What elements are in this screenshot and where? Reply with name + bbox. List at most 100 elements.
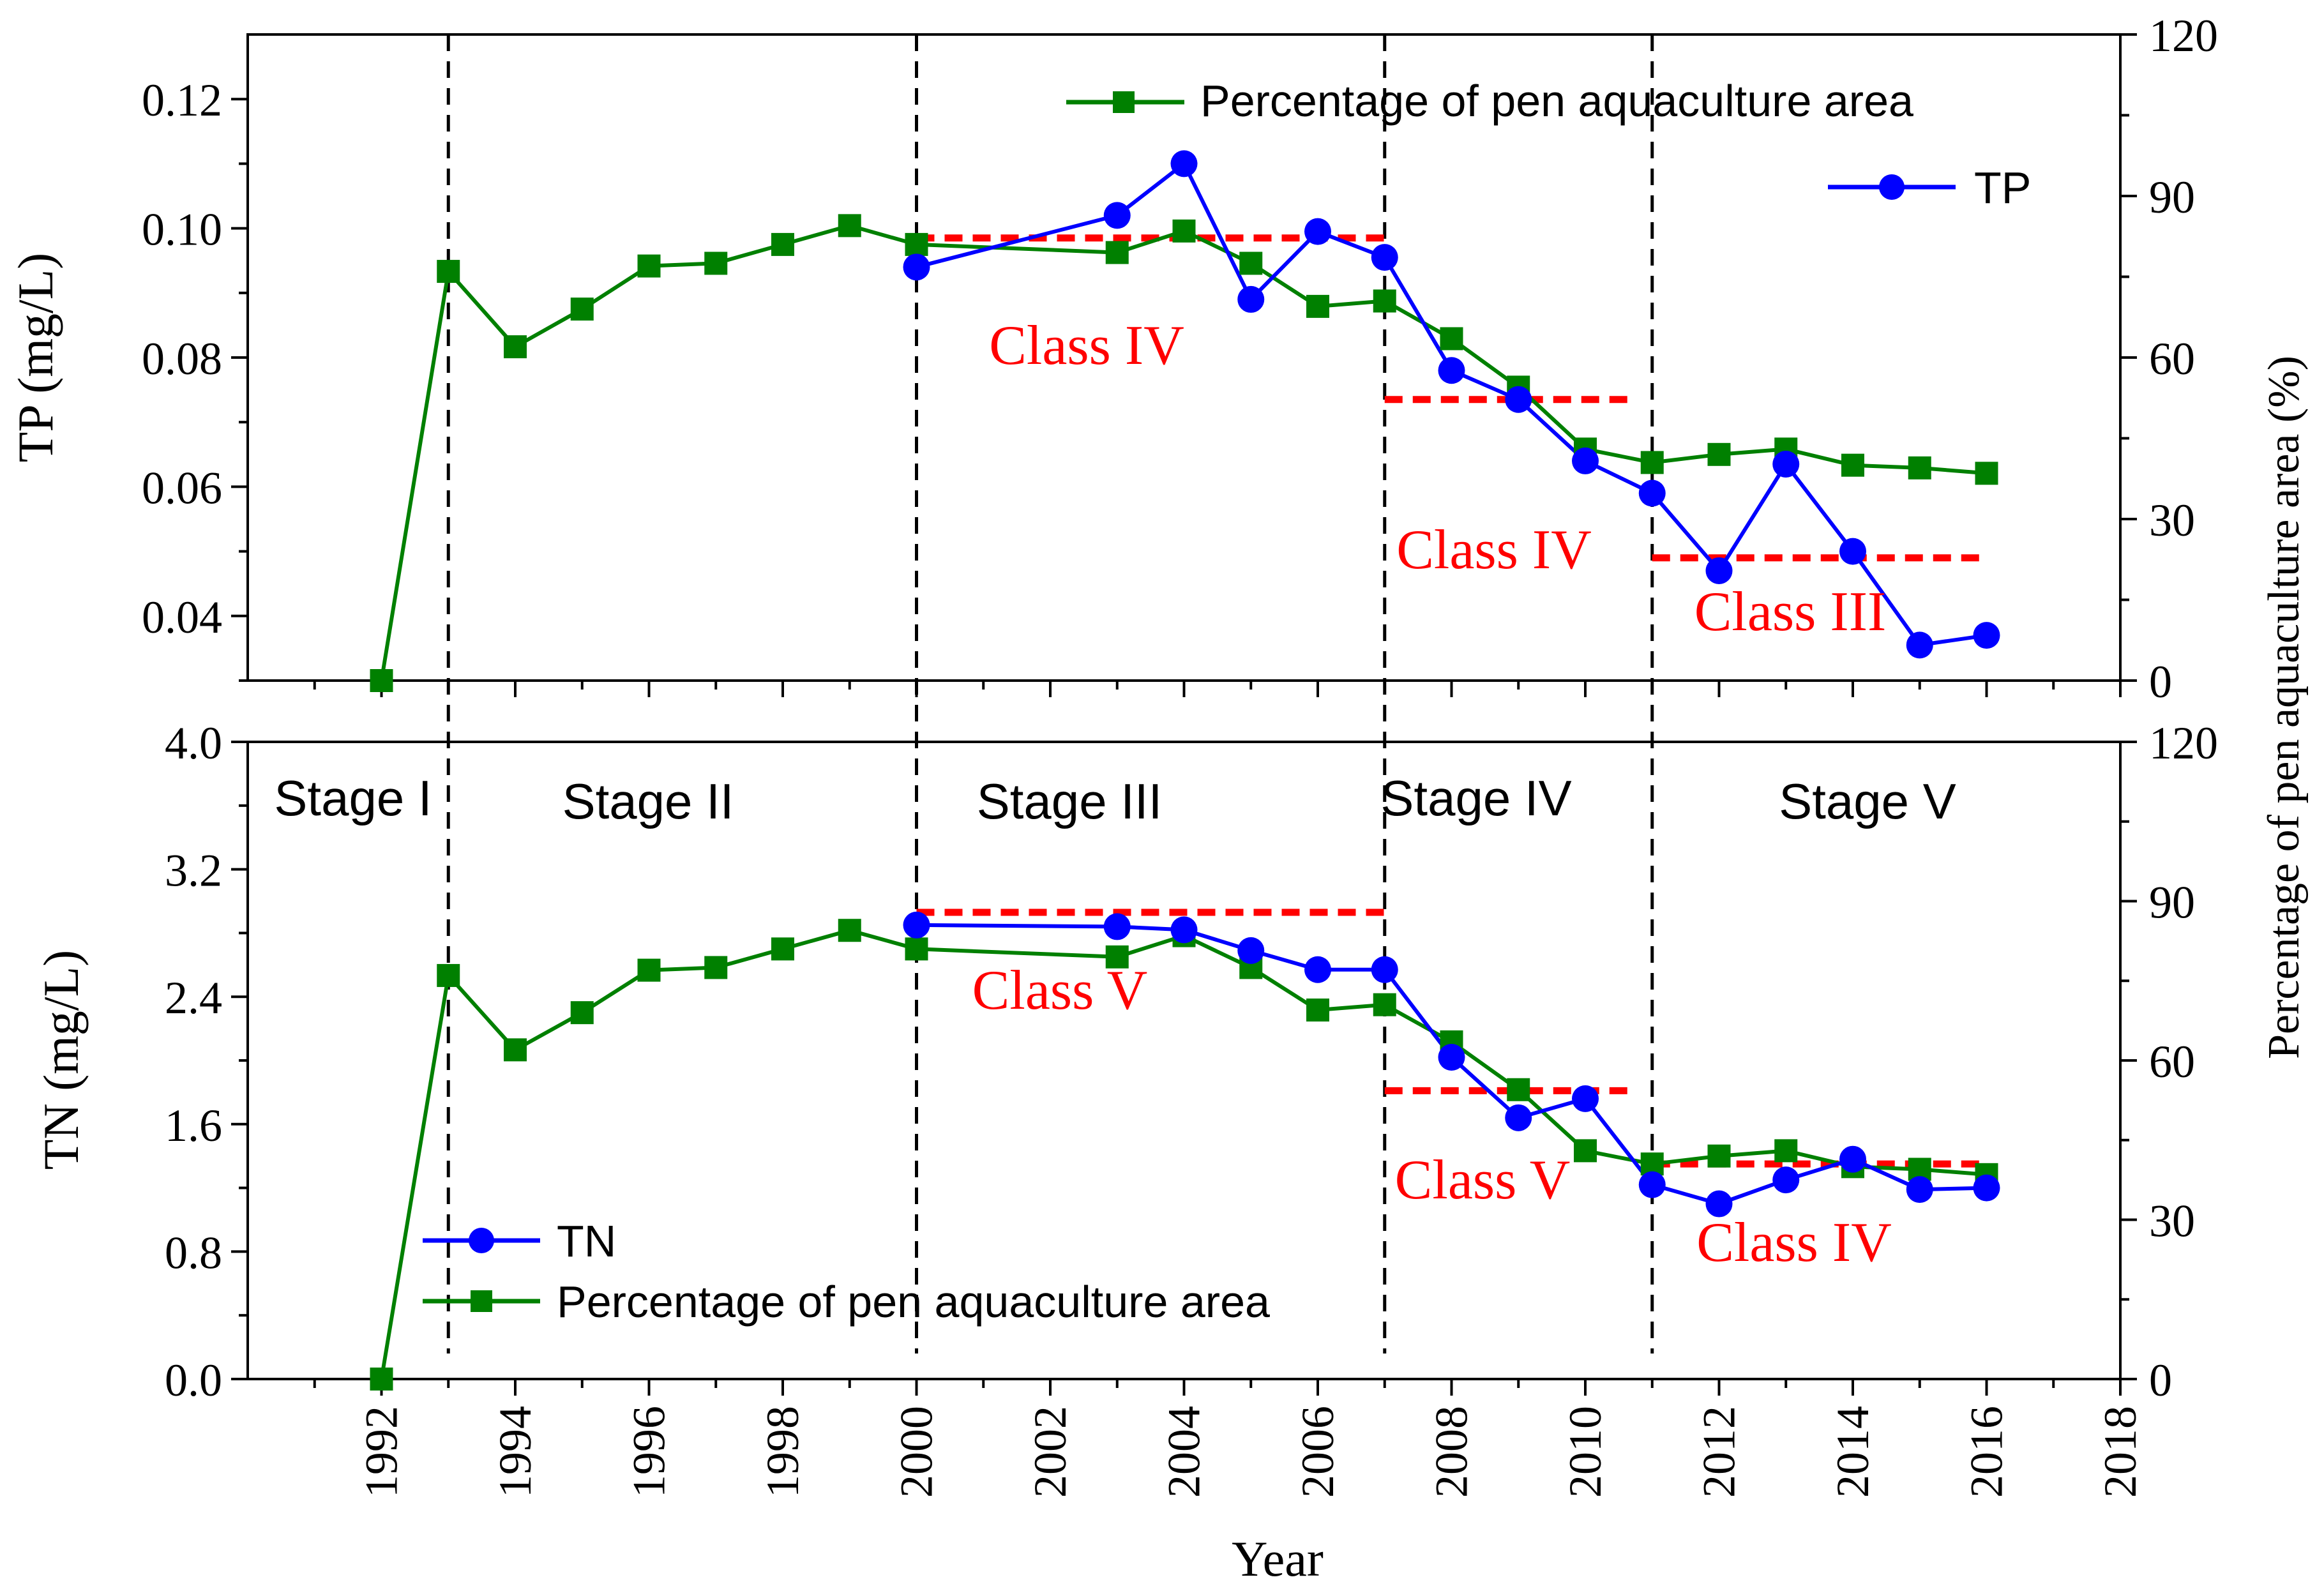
tn-y-tick-label: 3.2 bbox=[165, 845, 222, 896]
tp-point bbox=[1705, 557, 1733, 584]
stage-label-2: Stage II bbox=[562, 773, 734, 829]
tn-pen-area-point bbox=[1507, 1078, 1530, 1101]
tn-point bbox=[1237, 937, 1265, 964]
x-tick-label: 2008 bbox=[1426, 1406, 1477, 1498]
tp-point bbox=[1638, 479, 1666, 507]
tp-pen-area-point bbox=[1239, 252, 1263, 275]
tp-pen-area-point bbox=[1172, 219, 1196, 243]
tn-point bbox=[1906, 1176, 1933, 1203]
tn-class-label-3: Class IV bbox=[1696, 1212, 1892, 1274]
tn-y-tick-label: 1.6 bbox=[165, 1100, 222, 1151]
tp-point bbox=[1170, 150, 1198, 177]
tp-pen-area-point bbox=[1440, 327, 1463, 351]
tp-point bbox=[1973, 622, 2000, 649]
tp-y-tick-label: 0.04 bbox=[142, 592, 222, 643]
right-y-axis-title: Percentage of pen aquaculture area (%) bbox=[2260, 356, 2309, 1059]
tp-pen-area-point bbox=[704, 252, 728, 275]
stage-label-5: Stage V bbox=[1779, 773, 1956, 829]
tp-y2-tick-label: 60 bbox=[2149, 333, 2195, 384]
x-tick-label: 1992 bbox=[356, 1406, 407, 1498]
tp-point bbox=[1572, 447, 1599, 474]
tn-y-axis-title: TN (mg/L) bbox=[33, 950, 89, 1170]
tp-pen-area-point bbox=[1975, 462, 1998, 485]
x-tick-label: 2010 bbox=[1560, 1406, 1611, 1498]
tn-pen-area-point bbox=[704, 956, 728, 979]
stage-label-3: Stage III bbox=[977, 773, 1163, 829]
tp-y-tick-label: 0.12 bbox=[142, 75, 222, 126]
tn-point bbox=[1839, 1145, 1866, 1173]
tp-pen-area-point bbox=[370, 669, 393, 692]
tp-point bbox=[1906, 631, 1933, 659]
tp-legend-tp-label: TP bbox=[1974, 163, 2031, 213]
tp-pen-area-point bbox=[637, 254, 661, 278]
x-tick-label: 2014 bbox=[1827, 1406, 1878, 1498]
tn-point bbox=[1170, 916, 1198, 944]
tn-pen-area-point bbox=[437, 963, 460, 987]
x-tick-label: 1994 bbox=[490, 1406, 541, 1498]
tp-class-label-2: Class IV bbox=[1396, 519, 1592, 581]
tn-y2-tick-label: 120 bbox=[2149, 718, 2218, 769]
tp-pen-area-point bbox=[1306, 294, 1329, 318]
tp-point bbox=[1371, 244, 1398, 271]
tp-point bbox=[1237, 285, 1265, 313]
tp-point bbox=[1772, 450, 1800, 478]
tp-point bbox=[903, 253, 930, 281]
tp-pen-area-point bbox=[1640, 451, 1664, 474]
tn-y2-tick-label: 30 bbox=[2149, 1196, 2195, 1247]
tn-y-tick-label: 0.8 bbox=[165, 1227, 222, 1278]
tp-y-tick-label: 0.08 bbox=[142, 333, 222, 384]
tp-pen-area-point bbox=[1105, 241, 1129, 264]
tp-y2-tick-label: 0 bbox=[2149, 656, 2172, 707]
tn-pen-area-point bbox=[1306, 998, 1329, 1022]
stage-label-1: Stage I bbox=[274, 770, 432, 826]
x-axis-title: Year bbox=[1232, 1531, 1324, 1587]
tn-pen-area-point bbox=[838, 919, 861, 942]
tp-pen-area-point bbox=[1707, 442, 1731, 466]
tn-pen-area-point bbox=[1373, 993, 1396, 1016]
tp-pen-area-point bbox=[771, 232, 794, 256]
tn-y-tick-label: 4.0 bbox=[165, 718, 222, 769]
tp-pen-area-point bbox=[1841, 453, 1864, 477]
tn-class-label-2: Class V bbox=[1395, 1149, 1571, 1211]
x-tick-label: 2004 bbox=[1159, 1406, 1210, 1498]
tn-pen-area-point bbox=[1105, 945, 1129, 969]
tn-point bbox=[1705, 1190, 1733, 1218]
tn-pen-area-point bbox=[905, 937, 928, 961]
tn-pen-area-point bbox=[1707, 1144, 1731, 1168]
tp-class-label-3: Class III bbox=[1694, 581, 1887, 643]
tn-y-tick-label: 0.0 bbox=[165, 1355, 222, 1406]
stage-label-4: Stage IV bbox=[1380, 770, 1571, 826]
tn-y-tick-label: 2.4 bbox=[165, 972, 222, 1023]
tp-point bbox=[1304, 218, 1331, 245]
tn-pen-area-point bbox=[504, 1038, 527, 1062]
tp-legend-pen-swatch-marker bbox=[1113, 91, 1135, 113]
tn-pen-area-point bbox=[570, 1001, 594, 1025]
tn-pen-area-point bbox=[370, 1368, 393, 1391]
tp-pen-area-point bbox=[437, 260, 460, 283]
tn-point bbox=[1304, 956, 1331, 983]
tn-legend-tn-label: TN bbox=[557, 1216, 616, 1266]
tp-y2-tick-label: 30 bbox=[2149, 495, 2195, 546]
tn-legend: TN Percentage of pen aquaculture area bbox=[423, 1216, 1270, 1327]
tp-pen-area-point bbox=[570, 298, 594, 321]
tp-point bbox=[1438, 357, 1465, 384]
tn-legend-pen-swatch-marker bbox=[471, 1290, 492, 1312]
tp-y2-tick-label: 120 bbox=[2149, 10, 2218, 61]
x-tick-label: 2012 bbox=[1694, 1406, 1745, 1498]
tn-point bbox=[1438, 1044, 1465, 1071]
x-tick-label: 2002 bbox=[1025, 1406, 1076, 1498]
tp-y2-tick-label: 90 bbox=[2149, 172, 2195, 223]
tn-y2-tick-label: 0 bbox=[2149, 1355, 2172, 1406]
tp-class-label-1: Class IV bbox=[989, 315, 1184, 377]
x-tick-label: 2018 bbox=[2095, 1406, 2146, 1498]
tp-point bbox=[1839, 538, 1866, 565]
tp-pen-area-point bbox=[905, 232, 928, 256]
tp-legend-pen-label: Percentage of pen aquaculture area bbox=[1200, 76, 1913, 126]
tp-pen-area-point bbox=[1373, 289, 1396, 313]
tp-y-axis-title: TP (mg/L) bbox=[8, 253, 63, 463]
x-tick-label: 1996 bbox=[624, 1406, 675, 1498]
tp-legend-tp-swatch-marker bbox=[1879, 174, 1905, 200]
x-tick-label: 2016 bbox=[1961, 1406, 2012, 1498]
tn-legend-pen-label: Percentage of pen aquaculture area bbox=[557, 1277, 1270, 1327]
